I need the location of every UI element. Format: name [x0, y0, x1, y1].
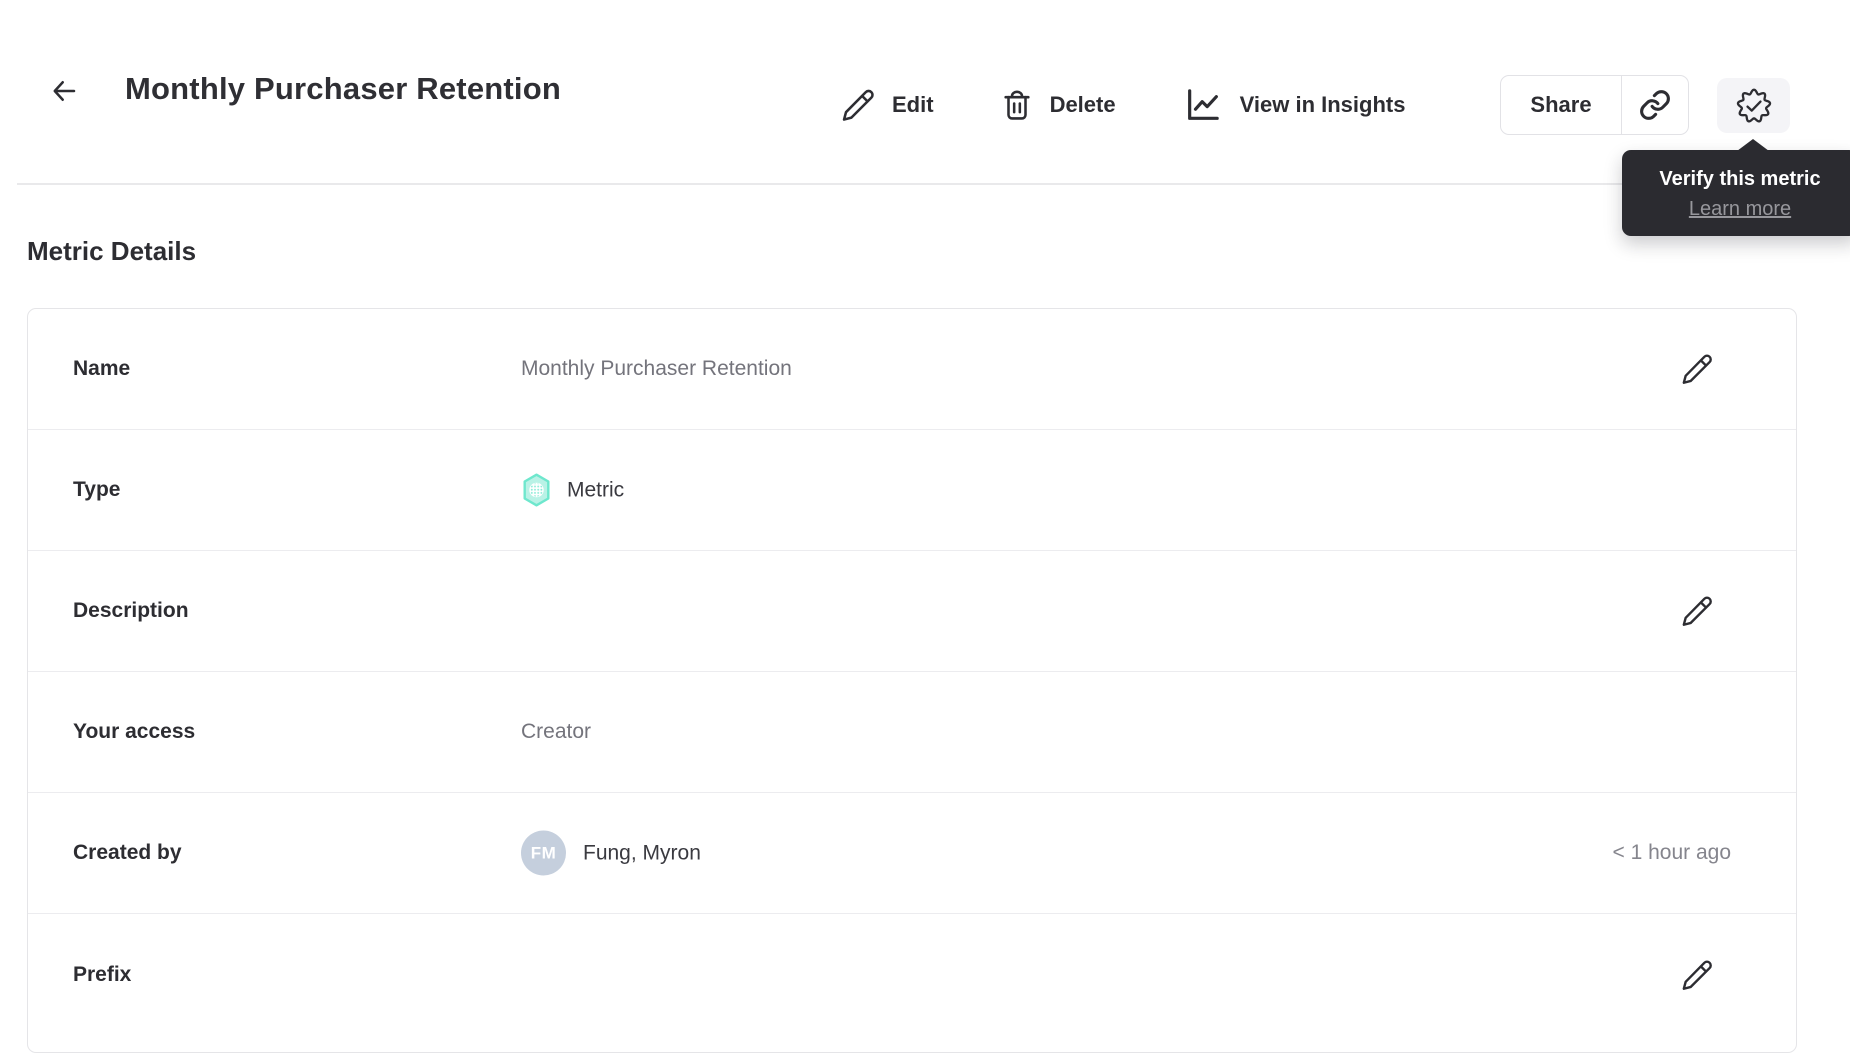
- pencil-icon: [840, 87, 876, 123]
- verify-metric-button[interactable]: [1717, 78, 1790, 133]
- share-button[interactable]: Share: [1501, 76, 1622, 134]
- delete-button[interactable]: Delete: [1000, 87, 1116, 123]
- header-divider: [17, 183, 1850, 185]
- row-label: Name: [73, 357, 131, 380]
- pencil-icon: [1680, 594, 1714, 628]
- row-value: Fung, Myron: [583, 841, 701, 864]
- edit-button[interactable]: Edit: [840, 87, 934, 123]
- verify-tooltip: Verify this metric Learn more: [1622, 139, 1850, 236]
- detail-row-description: Description: [28, 551, 1796, 672]
- metric-hexagon-icon: [521, 473, 552, 508]
- row-label: Type: [73, 478, 121, 501]
- edit-prefix-button[interactable]: [1680, 958, 1714, 992]
- line-chart-icon: [1182, 85, 1224, 125]
- row-value: Creator: [521, 720, 592, 743]
- arrow-left-icon: [47, 76, 81, 106]
- pencil-icon: [1680, 352, 1714, 386]
- detail-row-type: Type Metric: [28, 430, 1796, 551]
- verified-seal-icon: [1734, 86, 1774, 126]
- view-in-insights-label: View in Insights: [1239, 92, 1406, 117]
- row-value: Monthly Purchaser Retention: [521, 357, 792, 380]
- detail-row-your-access: Your access Creator: [28, 672, 1796, 793]
- detail-row-prefix: Prefix: [28, 914, 1796, 1035]
- delete-label: Delete: [1049, 92, 1116, 117]
- section-title: Metric Details: [27, 236, 197, 266]
- tooltip-title: Verify this metric: [1659, 168, 1821, 190]
- row-label: Your access: [73, 720, 196, 743]
- detail-row-name: Name Monthly Purchaser Retention: [28, 309, 1796, 430]
- page-title: Monthly Purchaser Retention: [125, 71, 562, 106]
- row-label: Prefix: [73, 962, 132, 986]
- edit-description-button[interactable]: [1680, 594, 1714, 628]
- share-button-group: Share: [1500, 75, 1689, 135]
- edit-name-button[interactable]: [1680, 352, 1714, 386]
- back-button[interactable]: [44, 72, 84, 110]
- pencil-icon: [1680, 958, 1714, 992]
- detail-row-created-by: Created by FM Fung, Myron < 1 hour ago: [28, 793, 1796, 914]
- tooltip-arrow: [1737, 139, 1769, 151]
- row-label: Created by: [73, 841, 182, 864]
- view-in-insights-button[interactable]: View in Insights: [1182, 85, 1406, 125]
- copy-link-button[interactable]: [1622, 76, 1688, 134]
- toolbar: Edit Delete View in Insights: [840, 75, 1405, 135]
- row-value: Metric: [567, 478, 625, 501]
- link-icon: [1638, 88, 1672, 122]
- avatar: FM: [521, 830, 566, 876]
- row-label: Description: [73, 599, 189, 622]
- created-timestamp: < 1 hour ago: [1612, 841, 1731, 864]
- learn-more-link[interactable]: Learn more: [1688, 198, 1792, 220]
- metric-details-card: Name Monthly Purchaser Retention Type: [27, 308, 1797, 1053]
- edit-label: Edit: [892, 92, 934, 117]
- trash-icon: [1000, 87, 1034, 123]
